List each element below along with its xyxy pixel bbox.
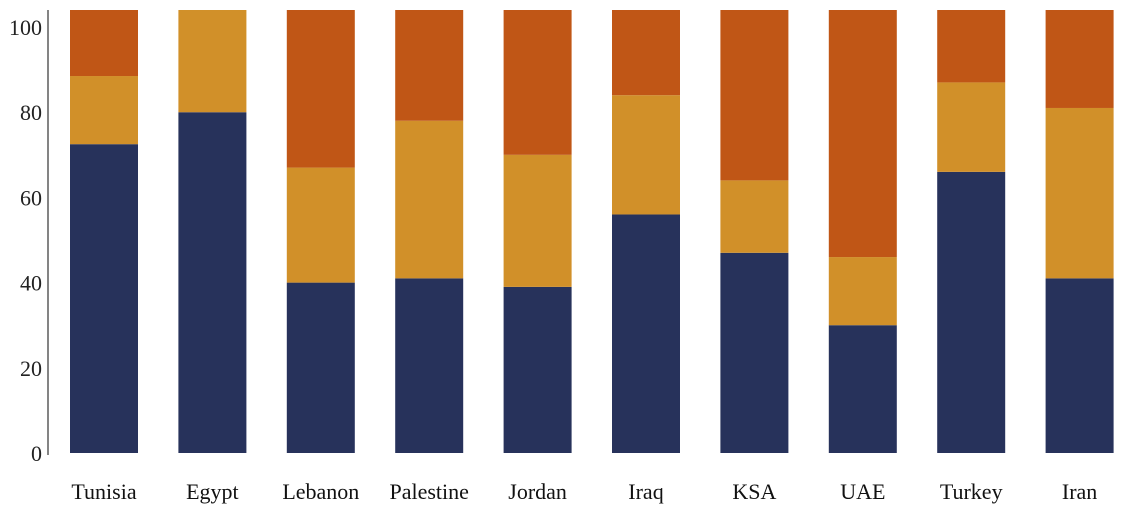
y-tick-label: 100: [9, 15, 42, 40]
y-tick-label: 0: [31, 441, 42, 466]
bar-segment: [1045, 107, 1114, 279]
x-category-label: Iran: [1062, 479, 1097, 504]
bar-segment: [503, 286, 572, 453]
y-tick-label: 80: [20, 100, 42, 125]
x-category-label: Jordan: [508, 479, 567, 504]
bar-segment: [612, 95, 680, 215]
x-category-label: Lebanon: [282, 479, 359, 504]
bars-group: [70, 10, 1114, 453]
bar-segment: [395, 278, 464, 453]
bar-segment: [70, 144, 138, 453]
bar-segment: [1045, 278, 1114, 453]
bar-segment: [286, 167, 355, 283]
x-category-label: Tunisia: [71, 479, 136, 504]
x-category-label: Iraq: [628, 479, 663, 504]
bar-segment: [720, 180, 789, 253]
bar-segment: [178, 10, 247, 113]
bar-segment: [1045, 10, 1114, 108]
x-category-label: Palestine: [389, 479, 468, 504]
y-tick-label: 60: [20, 185, 42, 210]
y-tick-label: 20: [20, 356, 42, 381]
bar-segment: [937, 82, 1006, 172]
x-category-label: KSA: [732, 479, 776, 504]
bar-segment: [828, 325, 897, 453]
bar-segment: [828, 10, 897, 258]
bar-segment: [70, 76, 138, 145]
x-category-label: Egypt: [186, 479, 239, 504]
bar-segment: [178, 112, 247, 453]
bar-segment: [395, 120, 464, 279]
bar-segment: [937, 10, 1006, 83]
bar-segment: [612, 10, 680, 96]
bar-segment: [503, 154, 572, 287]
bar-segment: [70, 10, 138, 77]
bar-segment: [720, 252, 789, 453]
bar-segment: [720, 10, 789, 181]
x-tick-labels: Tunisia Egypt Lebanon Palestine Jordan Iraq KS…: [71, 479, 1097, 504]
y-tick-labels: 0 20 40 60 80 100: [9, 15, 42, 466]
bar-segment: [286, 10, 355, 168]
bar-segment: [286, 282, 355, 453]
bar-segment: [937, 171, 1006, 453]
bar-segment: [395, 10, 464, 121]
x-category-label: Turkey: [940, 479, 1003, 504]
bar-segment: [828, 257, 897, 326]
bar-segment: [612, 214, 680, 453]
y-tick-label: 40: [20, 271, 42, 296]
x-category-label: UAE: [840, 479, 885, 504]
bar-segment: [503, 10, 572, 155]
